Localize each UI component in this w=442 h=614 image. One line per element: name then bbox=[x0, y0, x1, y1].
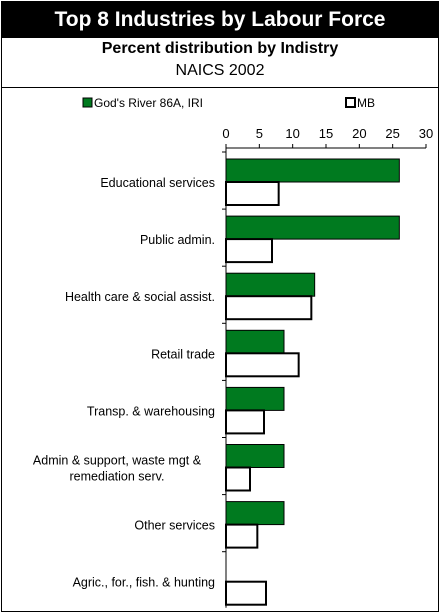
bar-gods-river bbox=[225, 215, 400, 240]
x-tick-label: 10 bbox=[285, 126, 299, 141]
category-label: Public admin. bbox=[140, 233, 215, 247]
legend-label-mb: MB bbox=[357, 96, 375, 110]
category-label: Educational services bbox=[100, 176, 215, 190]
bar-mb bbox=[225, 466, 251, 492]
chart-title: Top 8 Industries by Labour Force bbox=[2, 2, 438, 38]
x-tick-label: 25 bbox=[385, 126, 399, 141]
x-tick-label: 5 bbox=[256, 126, 263, 141]
x-tick-label: 20 bbox=[352, 126, 366, 141]
category-label: Agric., for., fish. & hunting bbox=[73, 576, 215, 590]
header-divider bbox=[2, 87, 438, 88]
x-tick-label: 0 bbox=[222, 126, 229, 141]
x-tick-label: 30 bbox=[419, 126, 433, 141]
bar-mb bbox=[225, 409, 265, 435]
category-label: Retail trade bbox=[151, 347, 215, 361]
bar-gods-river bbox=[225, 329, 285, 354]
legend-swatch-mb bbox=[345, 97, 356, 108]
bar-mb bbox=[225, 295, 313, 321]
bar-mb bbox=[225, 181, 280, 206]
legend: God's River 86A, IRI MB bbox=[82, 96, 375, 110]
legend-label-gods-river: God's River 86A, IRI bbox=[94, 96, 203, 110]
bars bbox=[225, 158, 400, 606]
bar-gods-river bbox=[225, 386, 285, 411]
chart-subtitle: Percent distribution by Indistry bbox=[101, 40, 339, 57]
bar-gods-river bbox=[225, 272, 316, 297]
category-label: Admin & support, waste mgt & remediation … bbox=[33, 454, 202, 484]
category-label: Transp. & warehousing bbox=[87, 404, 215, 418]
bar-mb bbox=[225, 580, 267, 606]
bar-gods-river bbox=[225, 501, 285, 526]
chart-source: NAICS 2002 bbox=[175, 62, 265, 79]
category-labels: Educational services Public admin. Health … bbox=[33, 176, 215, 590]
bar-gods-river bbox=[225, 158, 400, 183]
x-tick-label: 15 bbox=[319, 126, 333, 141]
legend-swatch-gods-river bbox=[82, 97, 93, 108]
bar-mb bbox=[225, 352, 300, 378]
bar-mb bbox=[225, 523, 259, 549]
category-label: Health care & social assist. bbox=[65, 290, 215, 304]
bar-gods-river bbox=[225, 444, 285, 468]
category-label: Other services bbox=[134, 519, 215, 533]
bar-mb bbox=[225, 238, 273, 264]
